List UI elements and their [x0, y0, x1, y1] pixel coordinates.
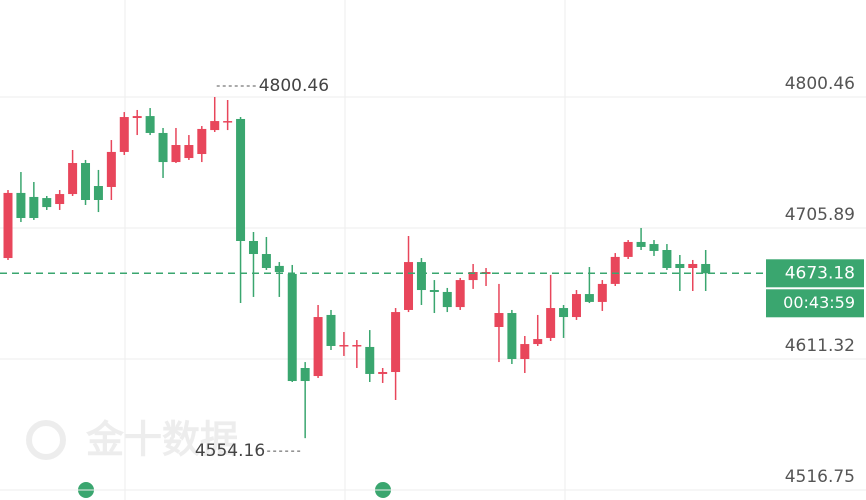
candle-body: [507, 313, 517, 360]
candle-body: [326, 314, 336, 346]
countdown-box: [766, 289, 864, 318]
candle-body: [274, 265, 284, 273]
candle-body: [378, 372, 388, 374]
last-price-box: [766, 259, 864, 288]
candle-body: [675, 263, 685, 269]
candle-body: [623, 241, 633, 257]
candle-body: [649, 244, 659, 251]
candle-body: [287, 273, 297, 382]
candle-body: [597, 283, 607, 302]
candle-body: [559, 308, 569, 318]
candle-body: [352, 345, 362, 347]
candle-body: [455, 280, 465, 308]
countdown-label: 00:43:59: [783, 293, 855, 312]
candle-body: [391, 312, 401, 373]
candle-body: [261, 254, 271, 269]
candle-body: [442, 291, 452, 308]
candle-body: [55, 194, 65, 205]
candle-body: [171, 145, 181, 163]
candle-body: [145, 116, 155, 133]
candle-body: [468, 272, 478, 281]
y-tick-label: 4611.32: [785, 336, 855, 356]
candle-body: [119, 117, 129, 152]
candle-body: [313, 317, 323, 377]
candle-body: [29, 196, 39, 219]
candle-body: [3, 192, 13, 259]
y-tick-label: 4800.46: [785, 74, 855, 94]
candle-body: [429, 290, 439, 292]
candle-body: [184, 145, 194, 159]
candle-body: [688, 263, 698, 269]
watermark-text: 金十数据: [85, 418, 238, 462]
low-label: 4554.16: [195, 441, 265, 461]
candle-body: [404, 262, 414, 310]
candle-body: [158, 132, 168, 163]
candle-body: [520, 344, 530, 360]
candle-body: [339, 345, 349, 347]
candle-body: [546, 308, 556, 338]
candle-body: [236, 118, 246, 241]
watermark: 金十数据: [26, 418, 238, 462]
candle-body: [68, 163, 78, 195]
candle-body: [42, 198, 52, 208]
candle-body: [132, 116, 142, 119]
candle-body: [494, 313, 504, 328]
candle-body: [106, 151, 116, 187]
candle-body: [365, 346, 375, 374]
candle-body: [610, 256, 620, 284]
candle-body: [210, 121, 220, 131]
high-label: 4800.46: [259, 76, 329, 96]
candle-body: [533, 339, 543, 345]
candle-body: [571, 294, 581, 318]
candle-body: [223, 121, 233, 123]
candle-body: [662, 250, 672, 269]
vertical-grid: [124, 0, 566, 500]
candle-body: [93, 186, 103, 200]
watermark-icon: [26, 420, 66, 460]
candle-body: [416, 262, 426, 291]
candle-body: [81, 163, 91, 200]
y-tick-label: 4516.75: [785, 467, 855, 487]
candle-body: [636, 241, 646, 247]
candle-body: [248, 240, 258, 255]
candle-body: [701, 263, 711, 274]
last-price-label: 4673.18: [785, 263, 855, 283]
candle-body: [300, 368, 310, 382]
y-tick-label: 4705.89: [785, 205, 855, 225]
candle-body: [197, 128, 207, 155]
candle-body: [584, 294, 594, 302]
candle-body: [16, 192, 26, 219]
